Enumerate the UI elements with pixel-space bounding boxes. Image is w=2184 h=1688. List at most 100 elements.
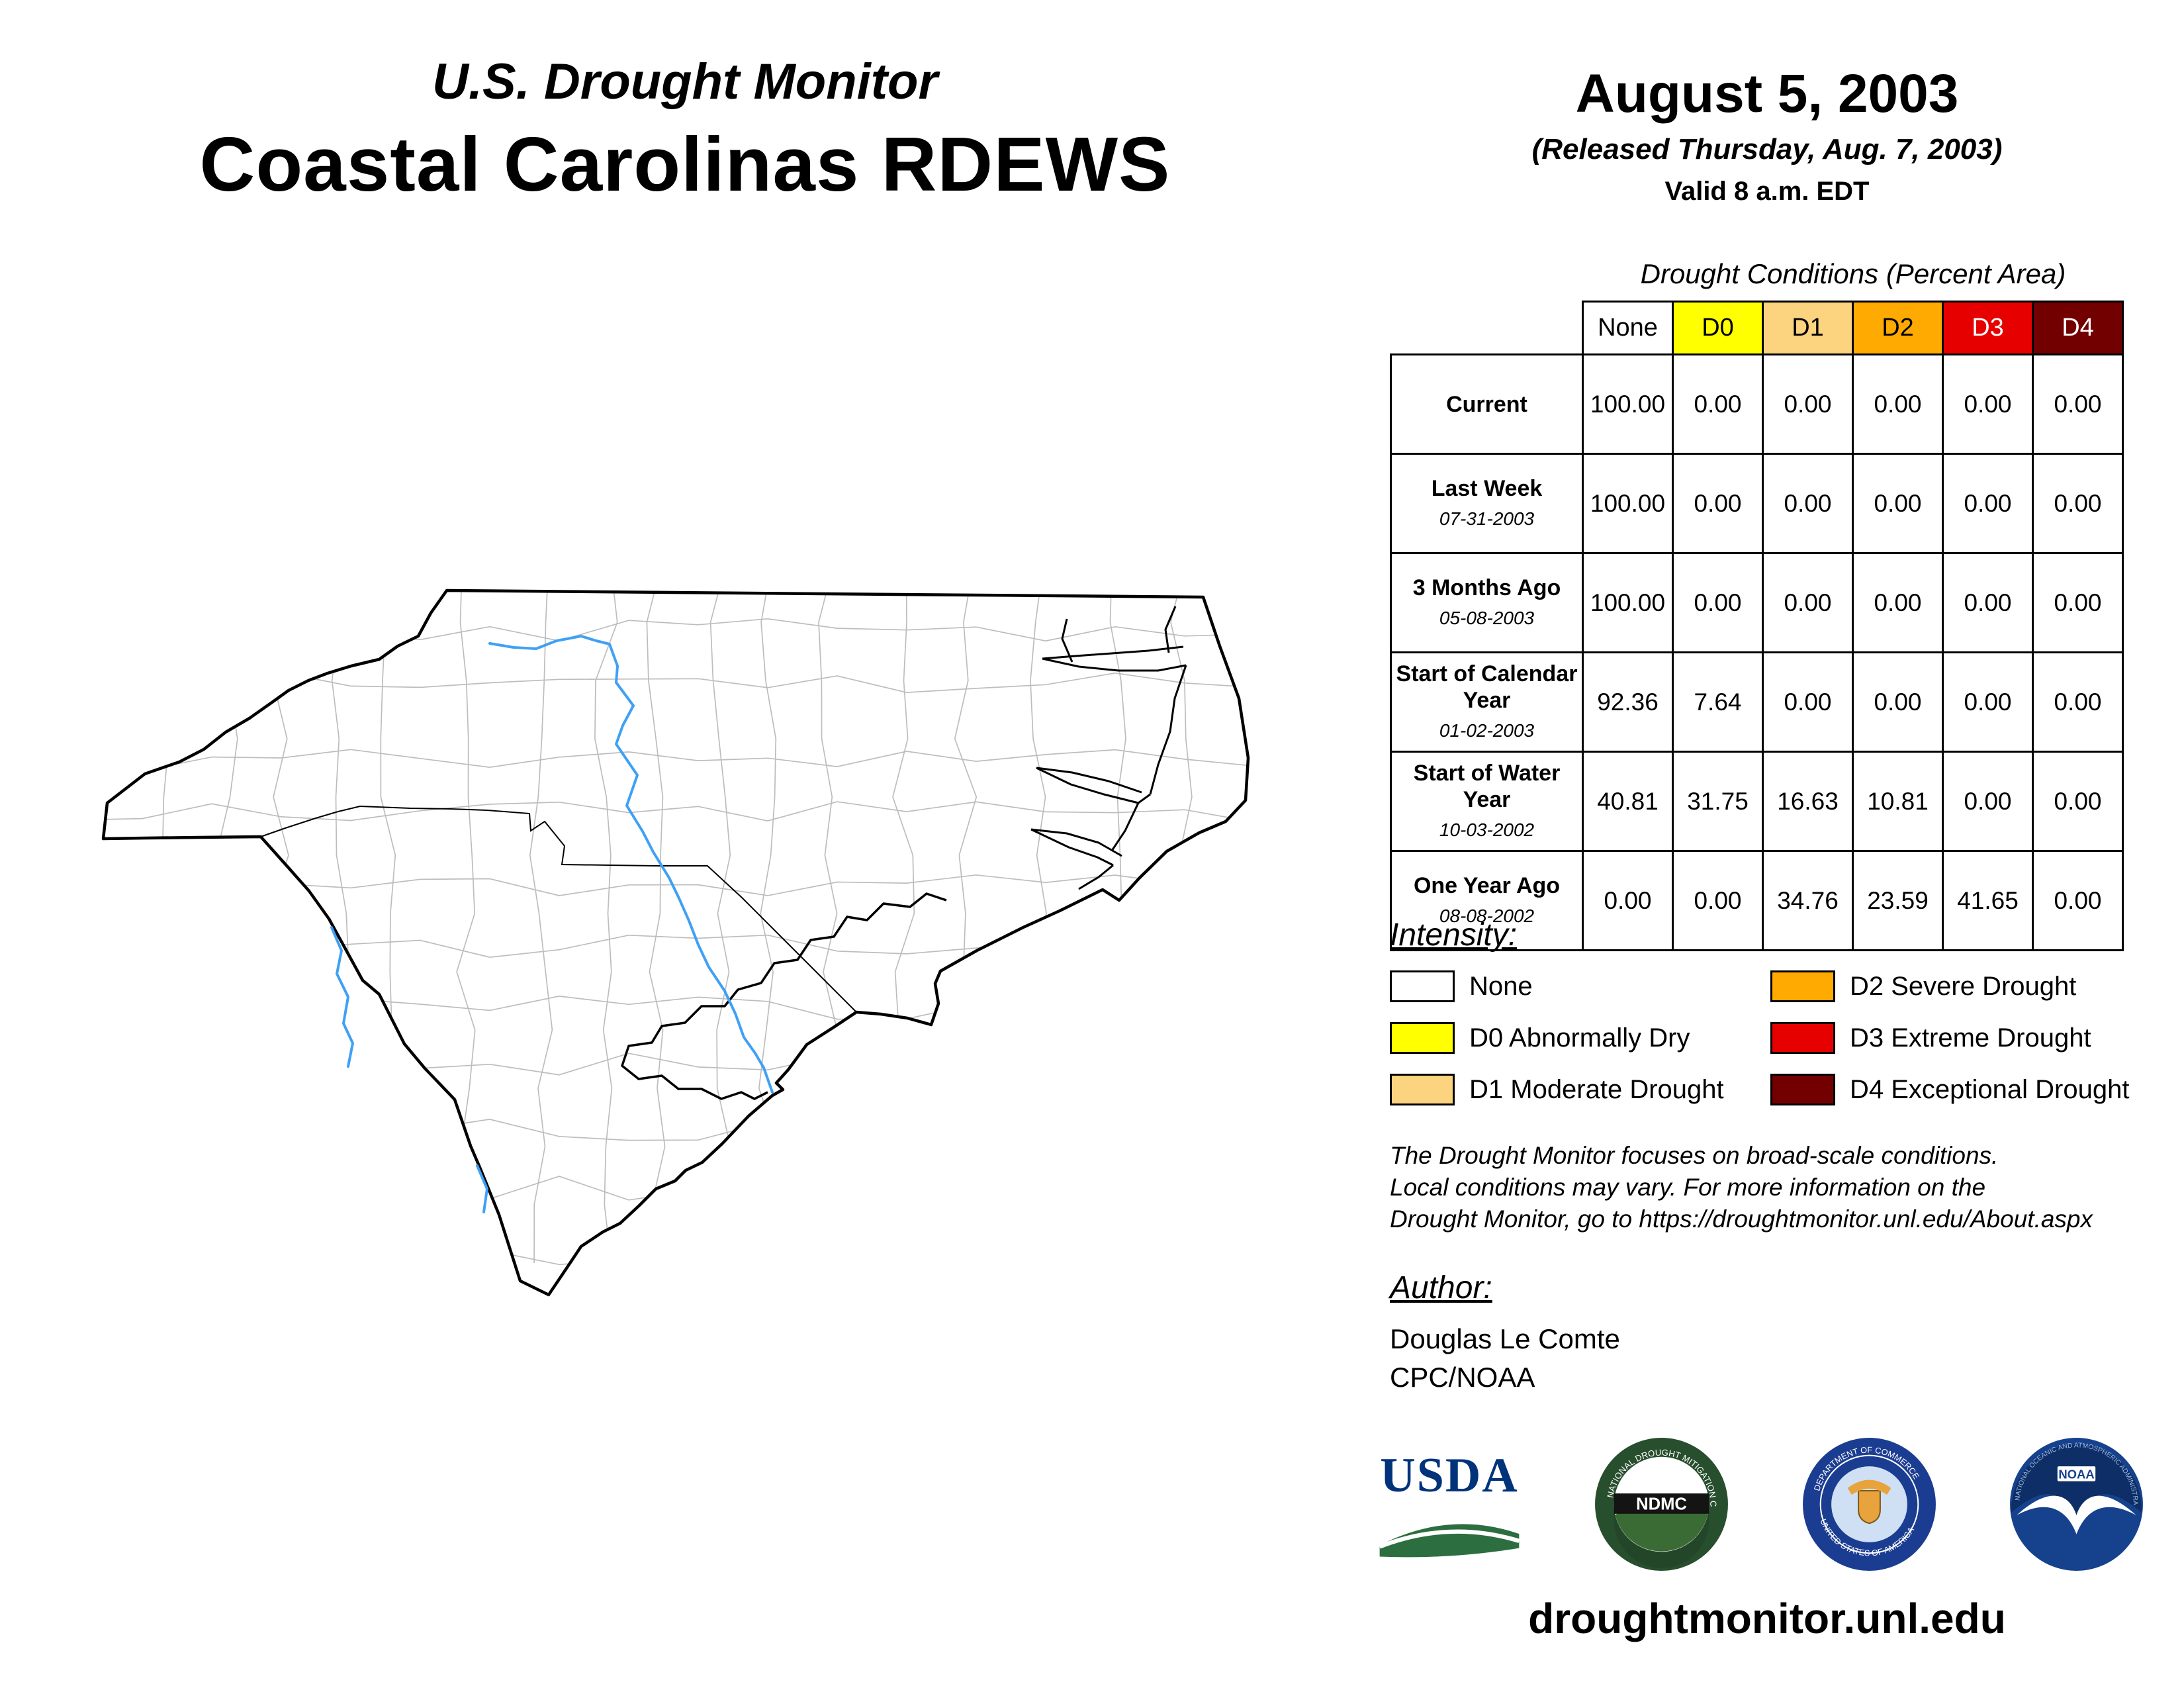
column-header-none: None: [1582, 301, 1674, 355]
noaa-logo: NOAA NATIONAL OCEANIC AND ATMOSPHERIC AD…: [2009, 1436, 2144, 1572]
table-cell: 0.00: [1852, 353, 1944, 455]
table-cell: 0.00: [1852, 651, 1944, 753]
column-header-d4: D4: [2032, 301, 2124, 355]
savannah-river-upper: [330, 926, 354, 1068]
valid-time: Valid 8 a.m. EDT: [1664, 177, 1870, 206]
intensity-legend: Intensity: None D0 Abnormally Dry D1 Mod…: [1390, 917, 2144, 1105]
table-cell: 40.81: [1582, 751, 1674, 852]
table-cell: 34.76: [1762, 850, 1854, 951]
ndmc-seal-icon: NDMC NATIONAL DROUGHT MITIGATION CENTER: [1594, 1436, 1729, 1571]
legend-label: D1 Moderate Drought: [1469, 1074, 1724, 1104]
report-header: U.S. Drought Monitor Coastal Carolinas R…: [40, 53, 1330, 209]
row-date: 07-31-2003: [1439, 508, 1535, 529]
column-header-d3: D3: [1942, 301, 2034, 355]
table-cell: 92.36: [1582, 651, 1674, 753]
column-header-d0: D0: [1672, 301, 1764, 355]
pee-dee-river: [488, 635, 774, 1094]
department-of-commerce-logo: DEPARTMENT OF COMMERCE UNITED STATES OF …: [1801, 1436, 1937, 1572]
table-row: Last Week 07-31-2003 100.00 0.00 0.00 0.0…: [1390, 453, 2124, 554]
legend-label: None: [1469, 971, 1533, 1001]
column-header-d2: D2: [1852, 301, 1944, 355]
table-cell: 0.00: [1672, 552, 1764, 653]
table-cell: 0.00: [2032, 751, 2124, 852]
row-label-3-months-ago: 3 Months Ago 05-08-2003: [1390, 552, 1584, 653]
row-date: 10-03-2002: [1439, 819, 1535, 840]
commerce-seal-icon: DEPARTMENT OF COMMERCE UNITED STATES OF …: [1802, 1438, 1936, 1571]
disclaimer-line: The Drought Monitor focuses on broad-sca…: [1390, 1142, 1999, 1169]
author-block: Author: Douglas Le Comte CPC/NOAA: [1390, 1270, 1620, 1393]
disclaimer-line: Local conditions may vary. For more info…: [1390, 1174, 1986, 1201]
row-label-current: Current: [1390, 353, 1584, 455]
table-cell: 0.00: [2032, 453, 2124, 554]
legend-swatch-none: [1390, 970, 1455, 1002]
agency-logos: USDA NDMC NATIONAL DROUGHT MITIGATION CE…: [1377, 1436, 2144, 1572]
author-title: Author:: [1390, 1270, 1492, 1305]
table-cell: 0.00: [1852, 453, 1944, 554]
row-date: 05-08-2003: [1439, 607, 1535, 628]
table-cell: 100.00: [1582, 552, 1674, 653]
author-org: CPC/NOAA: [1390, 1362, 1535, 1393]
map-date: August 5, 2003: [1575, 64, 1959, 124]
row-label-text: Last Week: [1431, 475, 1543, 501]
footer-url: droughtmonitor.unl.edu: [1528, 1595, 2006, 1642]
row-label-text: Start of Water Year: [1413, 760, 1561, 812]
table-cell: 0.00: [1852, 552, 1944, 653]
released-date: (Released Thursday, Aug. 7, 2003): [1531, 133, 2003, 165]
noaa-logo-text: NOAA: [2058, 1468, 2094, 1481]
table-cell: 0.00: [1672, 850, 1764, 951]
table-cell: 100.00: [1582, 353, 1674, 455]
table-cell: 0.00: [1762, 453, 1854, 554]
row-label-start-calendar-year: Start of Calendar Year 01-02-2003: [1390, 651, 1584, 753]
legend-item: D0 Abnormally Dry: [1390, 1022, 1764, 1054]
savannah-river-lower: [476, 1164, 488, 1213]
carolinas-map-svg: [79, 566, 1281, 1311]
table-cell: 0.00: [1942, 751, 2034, 852]
table-cell: 0.00: [2032, 651, 2124, 753]
row-label-text: Current: [1446, 391, 1527, 417]
nc-sc-state-border: [260, 805, 857, 1013]
legend-label: D0 Abnormally Dry: [1469, 1023, 1690, 1053]
carolinas-map: [79, 566, 1281, 1311]
legend-swatch-d3: [1770, 1022, 1835, 1054]
legend-swatch-d2: [1770, 970, 1835, 1002]
table-cell: 0.00: [1942, 453, 2034, 554]
page-title: Coastal Carolinas RDEWS: [199, 121, 1171, 207]
row-label-text: 3 Months Ago: [1412, 575, 1561, 600]
table-cell: 0.00: [1582, 850, 1674, 951]
table-cell: 0.00: [2032, 850, 2124, 951]
table-cell: 0.00: [1672, 353, 1764, 455]
legend-swatch-d1: [1390, 1074, 1455, 1105]
estuary-shorelines: [1030, 606, 1187, 890]
table-cell: 31.75: [1672, 751, 1764, 852]
river-lines: [330, 635, 774, 1213]
table-cell: 0.00: [1672, 453, 1764, 554]
table-cell: 7.64: [1672, 651, 1764, 753]
table-cell: 0.00: [1762, 552, 1854, 653]
date-block: August 5, 2003 (Released Thursday, Aug. …: [1403, 63, 2131, 207]
legend-item: None: [1390, 970, 1764, 1002]
legend-item: D2 Severe Drought: [1770, 970, 2129, 1002]
legend-swatch-d0: [1390, 1022, 1455, 1054]
legend-item: D1 Moderate Drought: [1390, 1074, 1764, 1105]
row-date: 01-02-2003: [1439, 720, 1535, 741]
table-cell: 0.00: [2032, 552, 2124, 653]
table-cell: 41.65: [1942, 850, 2034, 951]
disclaimer-text: The Drought Monitor focuses on broad-sca…: [1390, 1140, 2171, 1235]
row-label-text: One Year Ago: [1413, 872, 1561, 898]
drought-conditions-table: None D0 D1 D2 D3 D4 Current 100.00 0.00 …: [1390, 301, 2124, 951]
table-row: Current 100.00 0.00 0.00 0.00 0.00 0.00: [1390, 353, 2124, 455]
table-cell: 100.00: [1582, 453, 1674, 554]
noaa-seal-icon: NOAA NATIONAL OCEANIC AND ATMOSPHERIC AD…: [2009, 1436, 2143, 1571]
table-cell: 0.00: [1942, 651, 2034, 753]
legend-item: D3 Extreme Drought: [1770, 1022, 2129, 1054]
table-cell: 0.00: [1942, 353, 2034, 455]
legend-swatch-d4: [1770, 1074, 1835, 1105]
legend-title: Intensity:: [1390, 917, 1518, 953]
table-cell: 10.81: [1852, 751, 1944, 852]
table-row: Start of Calendar Year 01-02-2003 92.36 7…: [1390, 651, 2124, 753]
legend-label: D4 Exceptional Drought: [1850, 1074, 2130, 1104]
usda-swoosh-icon: [1379, 1524, 1520, 1558]
ndmc-logo-text: NDMC: [1636, 1495, 1687, 1514]
drought-conditions-block: Drought Conditions (Percent Area) None D…: [1390, 258, 2124, 951]
row-label-start-water-year: Start of Water Year 10-03-2002: [1390, 751, 1584, 852]
